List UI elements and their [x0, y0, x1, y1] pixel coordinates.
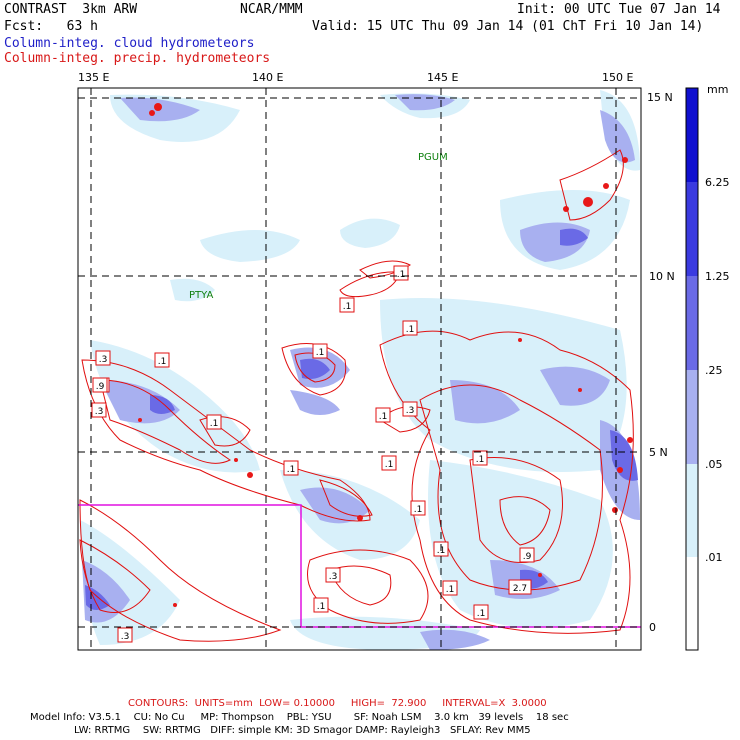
init-time: Init: 00 UTC Tue 07 Jan 14: [517, 2, 721, 17]
contour-label: .1: [154, 352, 170, 368]
colorbar: [685, 87, 699, 651]
svg-text:.1: .1: [287, 465, 296, 475]
contour-label: .1: [312, 343, 328, 359]
map-frame: [77, 87, 642, 651]
lat-label: 5 N: [649, 446, 668, 459]
lon-label: 150 E: [602, 71, 634, 84]
contour-label: .1: [313, 597, 329, 613]
contour-label: .3: [325, 567, 341, 583]
svg-text:.1: .1: [385, 460, 394, 470]
contour-info: CONTOURS: UNITS=mm LOW= 0.10000 HIGH= 72…: [128, 698, 547, 709]
lat-label: 15 N: [647, 91, 673, 104]
svg-text:.3: .3: [406, 406, 415, 416]
contour-label: .1: [442, 580, 458, 596]
station-pgum: PGUM: [418, 152, 448, 163]
contour-labels: .1 .1 .1 .1 .3 .1 .9 .3 .1 .1 .1 .1 .3 .1 .1 .1 .3 .1 .3 .1…: [91, 265, 535, 643]
contour-label: .1: [381, 455, 397, 471]
svg-text:.1: .1: [397, 270, 406, 280]
lon-label: 145 E: [427, 71, 459, 84]
colorbar-level: .05: [705, 458, 723, 471]
svg-text:.1: .1: [406, 325, 415, 335]
colorbar-level: 1.25: [705, 270, 730, 283]
contour-label: .1: [473, 604, 489, 620]
model-info-line1: Model Info: V3.5.1 CU: No Cu MP: Thompso…: [30, 712, 569, 723]
contour-label: .1: [206, 414, 222, 430]
contour-label: .1: [393, 265, 409, 281]
station-markers: PGUM PTYA: [189, 152, 448, 301]
lat-label: 10 N: [649, 270, 675, 283]
contour-label: .1: [402, 320, 418, 336]
contour-label: .1: [375, 407, 391, 423]
svg-text:.1: .1: [343, 302, 352, 312]
latlon-grid: [78, 88, 641, 650]
contour-label: .9: [519, 547, 535, 563]
contour-label: .9: [92, 377, 108, 393]
station-ptya: PTYA: [189, 290, 213, 301]
model-info-line2: LW: RRTMG SW: RRTMG DIFF: simple KM: 3D …: [74, 725, 531, 736]
forecast-hour: Fcst: 63 h: [4, 19, 98, 34]
colorbar-unit: mm: [707, 83, 729, 96]
contour-label: .1: [472, 450, 488, 466]
colorbar-level: 6.25: [705, 176, 730, 189]
precip-field-title: Column-integ. precip. hydrometeors: [4, 51, 271, 66]
cloud-field-title: Column-integ. cloud hydrometeors: [4, 36, 255, 51]
svg-text:.1: .1: [414, 505, 423, 515]
contour-label: .1: [410, 500, 426, 516]
svg-text:2.7: 2.7: [513, 584, 527, 594]
svg-text:.9: .9: [523, 552, 532, 562]
contour-label: .1: [283, 460, 299, 476]
colorbar-level: .25: [705, 364, 723, 377]
svg-text:.3: .3: [329, 572, 338, 582]
colorbar-level: .01: [705, 551, 723, 564]
valid-time: Valid: 15 UTC Thu 09 Jan 14 (01 ChT Fri …: [312, 19, 704, 34]
contour-label: .1: [339, 297, 355, 313]
lon-label: 140 E: [252, 71, 284, 84]
svg-text:.1: .1: [158, 357, 167, 367]
contour-label: .3: [95, 350, 111, 366]
inner-domain-box: [78, 504, 641, 628]
svg-text:.3: .3: [121, 632, 130, 642]
lon-label: 135 E: [78, 71, 110, 84]
svg-text:.9: .9: [96, 382, 105, 392]
institution: NCAR/MMM: [240, 2, 303, 17]
svg-text:.3: .3: [99, 355, 108, 365]
contour-label: .3: [402, 401, 418, 417]
svg-text:.1: .1: [477, 609, 486, 619]
contour-label: .3: [117, 627, 133, 643]
svg-text:.1: .1: [316, 348, 325, 358]
svg-text:.1: .1: [446, 585, 455, 595]
contour-label: .3: [91, 402, 107, 418]
field-layer: PGUM PTYA .1.1.1.1.3.1.9.3.1.1.1.1.3.1.1…: [78, 88, 641, 650]
lat-label: 0: [649, 621, 656, 634]
contour-label: 2.7: [508, 579, 532, 595]
svg-text:.1: .1: [476, 455, 485, 465]
svg-text:.1: .1: [379, 412, 388, 422]
svg-text:.1: .1: [210, 419, 219, 429]
svg-text:.1: .1: [317, 602, 326, 612]
svg-text:.3: .3: [95, 407, 104, 417]
model-title: CONTRAST 3km ARW: [4, 2, 138, 17]
